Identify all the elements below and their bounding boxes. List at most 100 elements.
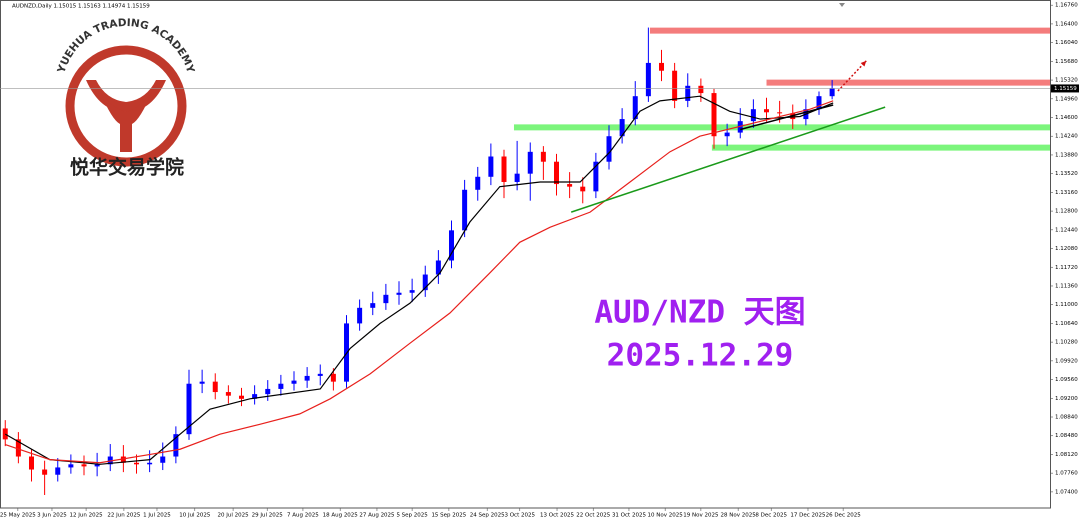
y-tick-label: 1.13880 xyxy=(1055,152,1078,158)
annotation-date: 2025.12.29 xyxy=(607,338,794,374)
y-tick-label: 1.12440 xyxy=(1055,227,1078,233)
y-tick-label: 1.08480 xyxy=(1055,433,1078,439)
y-tick-label: 1.09200 xyxy=(1055,396,1078,402)
candle-body xyxy=(383,294,389,304)
candle-body xyxy=(764,109,769,113)
logo-stem xyxy=(100,92,152,152)
last-price-label: 1.15159 xyxy=(1054,86,1077,92)
moving-average xyxy=(4,95,834,465)
candle-body xyxy=(317,373,323,376)
candle-body xyxy=(55,467,61,475)
candle-body xyxy=(160,456,166,463)
candle-body xyxy=(94,464,100,467)
candle-body xyxy=(606,136,612,162)
candle-body xyxy=(659,62,664,71)
candle-body xyxy=(239,395,244,399)
x-tick-label: 31 Oct 2025 xyxy=(612,513,647,519)
candle-body xyxy=(199,381,205,384)
x-tick-label: 22 Oct 2025 xyxy=(576,513,611,519)
y-tick-label: 1.16040 xyxy=(1055,40,1078,46)
x-tick-label: 3 Jun 2025 xyxy=(37,513,67,519)
candle-body xyxy=(147,462,153,465)
x-tick-label: 17 Dec 2025 xyxy=(790,513,826,519)
y-tick-label: 1.11000 xyxy=(1055,302,1078,308)
candle-body xyxy=(357,307,363,324)
chart-header: AUDNZD,Daily 1.15015 1.15163 1.14974 1.1… xyxy=(12,4,150,10)
candle-body xyxy=(225,392,231,396)
y-tick-label: 1.14240 xyxy=(1055,134,1078,140)
candle-body xyxy=(501,156,507,182)
candle-body xyxy=(212,381,218,393)
y-tick-label: 1.10280 xyxy=(1055,340,1078,346)
x-tick-label: 27 Aug 2025 xyxy=(359,513,395,519)
x-tick-label: 10 Jul 2025 xyxy=(179,513,211,519)
candle-body xyxy=(632,96,638,120)
x-tick-label: 29 Jul 2025 xyxy=(252,513,284,519)
x-tick-label: 13 Oct 2025 xyxy=(540,513,575,519)
arrow-head xyxy=(860,60,867,67)
x-tick-label: 26 Dec 2025 xyxy=(826,513,862,519)
y-tick-label: 1.14960 xyxy=(1055,96,1078,102)
x-tick-label: 18 Aug 2025 xyxy=(323,513,359,519)
candle-body xyxy=(291,380,297,384)
last-price-box xyxy=(1051,84,1079,93)
candle-body xyxy=(2,428,8,440)
forecast-arrow xyxy=(837,60,867,92)
y-tick-label: 1.13520 xyxy=(1055,171,1078,177)
y-tick-label: 1.09560 xyxy=(1055,377,1078,383)
candle-body xyxy=(554,161,559,185)
candle-body xyxy=(593,161,599,192)
candle-body xyxy=(645,62,651,97)
y-tick-label: 1.16760 xyxy=(1055,3,1078,9)
logo-ring xyxy=(65,45,187,167)
x-tick-label: 20 Jul 2025 xyxy=(218,513,250,519)
candle-body xyxy=(396,292,402,295)
candle-body xyxy=(449,230,454,261)
candle-body xyxy=(750,109,756,122)
y-tick-label: 1.08840 xyxy=(1055,415,1078,421)
y-tick-label: 1.13160 xyxy=(1055,190,1078,196)
x-tick-label: 24 Sep 2025 xyxy=(470,513,505,519)
candle-body xyxy=(173,434,179,457)
y-tick-label: 1.16400 xyxy=(1055,21,1078,27)
y-tick-label: 1.08120 xyxy=(1055,452,1078,458)
candle-body xyxy=(527,151,533,174)
moving-average xyxy=(5,100,834,464)
candle-body xyxy=(252,394,258,399)
x-tick-label: 15 Sep 2025 xyxy=(431,513,466,519)
y-tick-label: 1.11720 xyxy=(1055,265,1078,271)
plot-border xyxy=(0,0,1051,509)
candle-body xyxy=(29,456,34,470)
y-tick-label: 1.15320 xyxy=(1055,78,1078,84)
candle-body xyxy=(711,93,717,137)
y-tick-label: 1.12080 xyxy=(1055,246,1078,252)
plot-area xyxy=(2,27,1050,496)
x-tick-label: 1 Jul 2025 xyxy=(143,513,171,519)
candle-body xyxy=(462,189,468,231)
shift-marker xyxy=(839,3,845,7)
candle-body xyxy=(120,456,126,463)
candle-body xyxy=(698,85,704,94)
candle-body xyxy=(68,464,74,468)
x-tick-label: 22 Jun 2025 xyxy=(107,513,141,519)
y-tick-label: 1.15680 xyxy=(1055,59,1078,65)
logo-subtitle: 悦华交易学院 xyxy=(70,156,184,179)
candle-body xyxy=(816,96,822,110)
y-tick-label: 1.11360 xyxy=(1055,283,1078,289)
candle-body xyxy=(672,70,678,101)
y-tick-label: 1.09920 xyxy=(1055,358,1078,364)
candle-body xyxy=(580,186,586,192)
x-tick-label: 10 Nov 2025 xyxy=(648,513,684,519)
candle-body xyxy=(514,173,520,182)
candle-body xyxy=(265,388,271,395)
x-tick-label: 25 May 2025 xyxy=(0,513,36,519)
candle-body xyxy=(435,260,441,275)
y-tick-label: 1.12800 xyxy=(1055,209,1078,215)
candle-body xyxy=(422,274,428,291)
x-tick-label: 19 Nov 2025 xyxy=(683,513,719,519)
y-tick-label: 1.07760 xyxy=(1055,471,1078,477)
candle-body xyxy=(330,373,336,382)
candle-body xyxy=(42,469,48,475)
